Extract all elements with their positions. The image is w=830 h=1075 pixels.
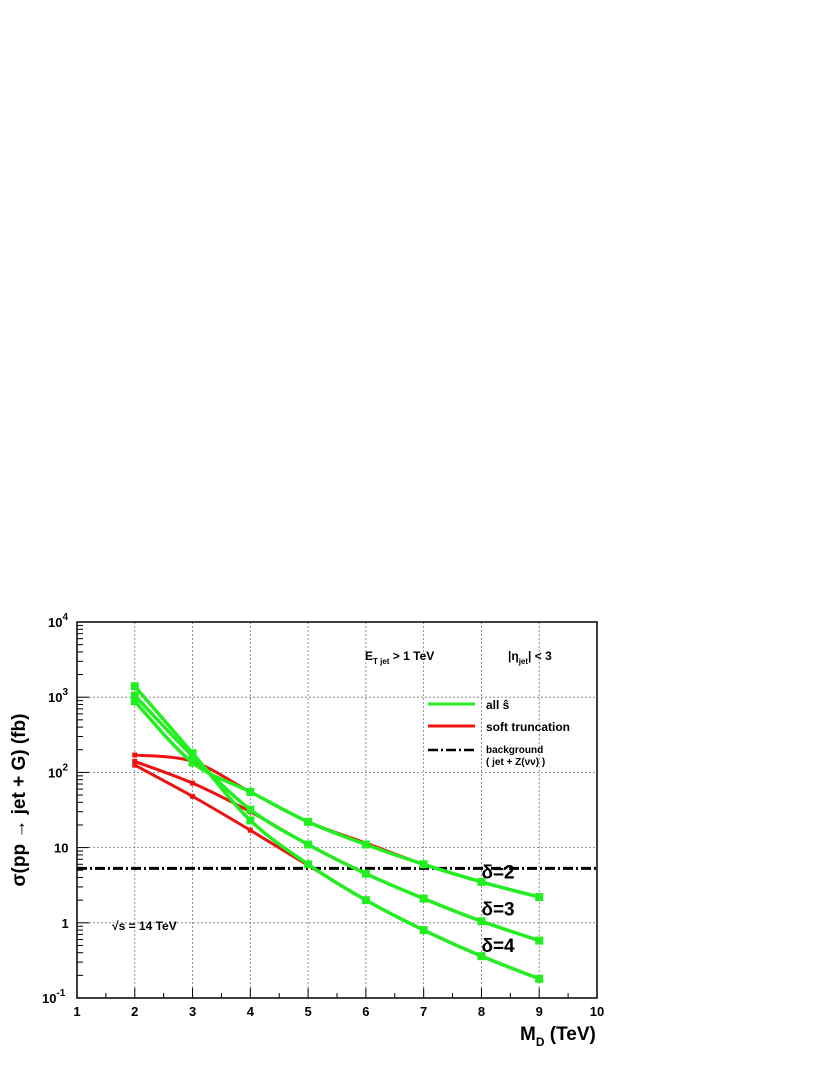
x-tick-label: 4 xyxy=(247,1004,255,1019)
data-point-all-s-2 xyxy=(477,877,486,886)
data-point-all-s-2 xyxy=(246,787,255,796)
et-cut-main: E xyxy=(365,649,373,663)
series-line-all-s-3 xyxy=(133,694,540,943)
x-tick-label: 10 xyxy=(590,1004,604,1019)
x-tick-label: 3 xyxy=(189,1004,196,1019)
delta-label-2: δ=2 xyxy=(481,862,514,883)
x-axis-label-main: M xyxy=(520,1024,536,1045)
data-point-all-s-4 xyxy=(477,952,486,961)
data-point-all-s-4 xyxy=(419,926,428,935)
data-point-all-s-4 xyxy=(304,860,313,869)
legend: all ŝ soft truncation background ( jet +… xyxy=(428,698,570,768)
data-point-soft-truncation-2 xyxy=(132,752,138,758)
x-axis-label-unit: (TeV) xyxy=(545,1024,596,1045)
data-point-soft-truncation-3 xyxy=(190,780,196,786)
data-point-soft-truncation-4 xyxy=(247,827,253,833)
data-point-soft-truncation-4 xyxy=(132,762,138,768)
y-tick-label: 1 xyxy=(62,916,69,931)
x-tick-label: 5 xyxy=(304,1004,311,1019)
series-line-soft-truncation-4 xyxy=(134,763,540,981)
data-point-all-s-3 xyxy=(535,936,544,945)
legend-label-background-detail: ( jet + Z(νν) ) xyxy=(486,757,545,768)
data-point-soft-truncation-3 xyxy=(132,758,138,764)
x-tick-label: 1 xyxy=(73,1004,80,1019)
data-point-all-s-3 xyxy=(477,917,486,926)
data-point-all-s-4 xyxy=(361,896,370,905)
series-layer xyxy=(130,682,544,983)
x-tick-label: 7 xyxy=(420,1004,427,1019)
data-point-all-s-4 xyxy=(188,749,197,758)
grid-lines xyxy=(77,622,597,998)
data-point-all-s-3 xyxy=(130,691,139,700)
data-point-all-s-2 xyxy=(188,758,197,767)
eta-cut-rest: | < 3 xyxy=(528,649,552,663)
series-line-soft-truncation-3 xyxy=(134,760,540,943)
data-point-all-s-2 xyxy=(535,893,544,902)
data-point-all-s-3 xyxy=(361,869,370,878)
data-point-all-s-3 xyxy=(246,805,255,814)
x-axis-label-sub: D xyxy=(536,1035,545,1049)
sqrt-s-annotation: √s = 14 TeV xyxy=(112,919,177,933)
data-point-all-s-2 xyxy=(419,860,428,869)
et-cut-rest: > 1 TeV xyxy=(389,649,434,663)
legend-label-background: background xyxy=(486,745,543,756)
x-tick-label: 6 xyxy=(362,1004,369,1019)
y-axis-label: σ(pp → jet + G) (fb) xyxy=(9,714,30,887)
y-tick-label: 10 xyxy=(54,841,68,856)
data-point-all-s-2 xyxy=(304,817,313,826)
y-tick-label: 102 xyxy=(48,762,68,780)
plot-frame xyxy=(76,621,598,999)
data-point-all-s-2 xyxy=(361,840,370,849)
x-tick-label: 2 xyxy=(131,1004,138,1019)
eta-cut-annotation: |ηjet| < 3 xyxy=(508,649,552,666)
data-point-all-s-4 xyxy=(130,682,139,691)
data-point-all-s-3 xyxy=(419,894,428,903)
et-cut-annotation: ET jet > 1 TeV xyxy=(365,649,434,666)
data-point-soft-truncation-4 xyxy=(190,793,196,799)
data-point-all-s-3 xyxy=(304,840,313,849)
delta-label-4: δ=4 xyxy=(481,936,515,957)
y-tick-label: 104 xyxy=(48,612,68,630)
legend-label-all-s: all ŝ xyxy=(486,698,510,712)
x-tick-label: 8 xyxy=(478,1004,485,1019)
eta-cut-pre: |η xyxy=(508,649,519,663)
x-tick-label: 9 xyxy=(536,1004,543,1019)
y-tick-label: 10-1 xyxy=(42,988,66,1006)
et-cut-sub: T jet xyxy=(373,657,390,666)
x-axis-label: MD (TeV) xyxy=(520,1024,596,1049)
data-point-all-s-4 xyxy=(246,816,255,825)
series-line-soft-truncation-2 xyxy=(134,753,540,899)
data-point-all-s-4 xyxy=(535,974,544,983)
eta-cut-sub: jet xyxy=(518,657,529,666)
data-point-all-s-2 xyxy=(130,697,139,706)
legend-label-soft-truncation: soft truncation xyxy=(486,720,570,734)
plot-border xyxy=(76,621,598,999)
y-tick-label: 103 xyxy=(48,687,68,705)
delta-label-3: δ=3 xyxy=(481,900,514,921)
